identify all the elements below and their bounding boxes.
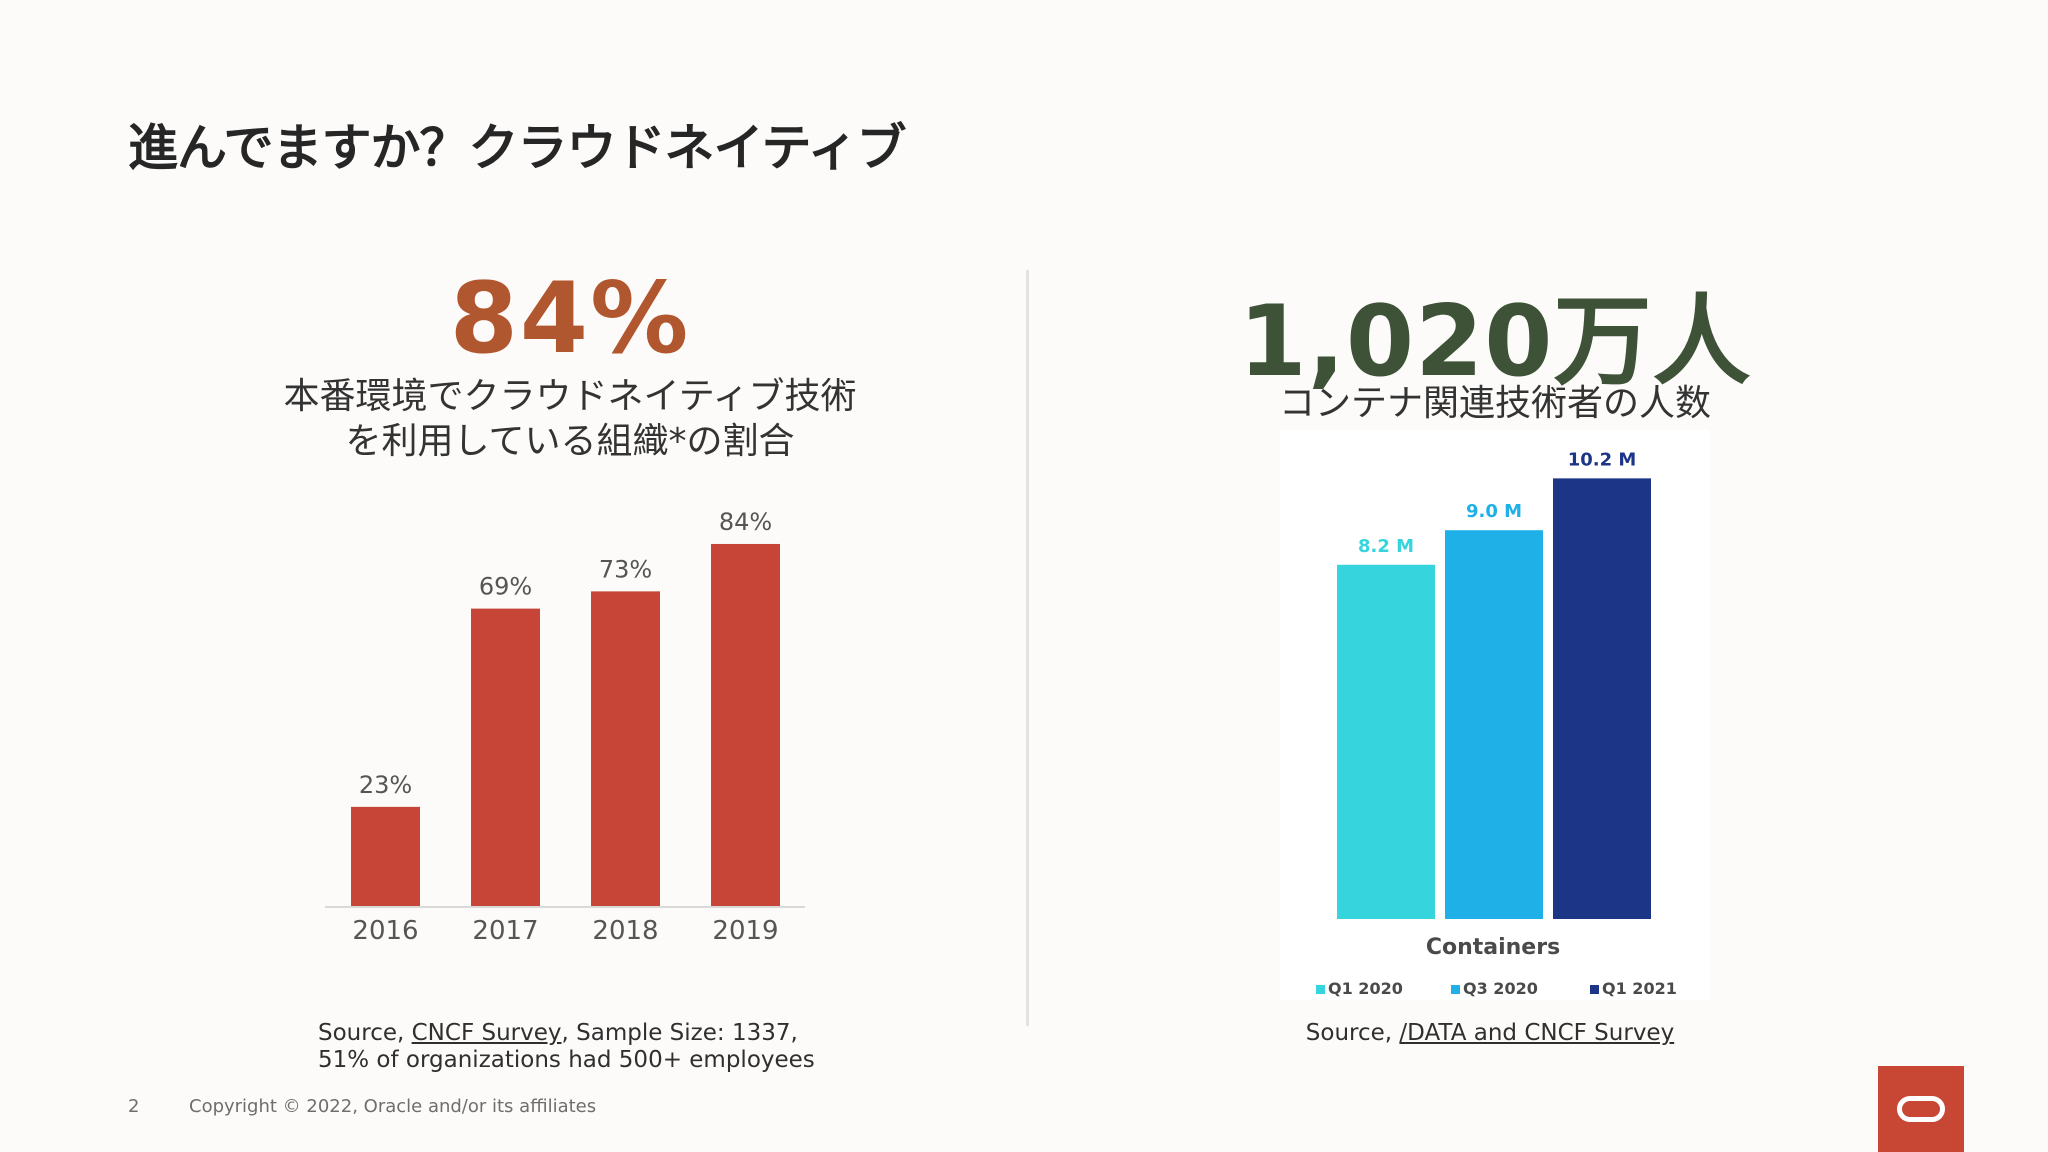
legend-label-Q1-2020: Q1 2020 [1328, 979, 1403, 998]
x-tick-2019: 2019 [712, 916, 778, 946]
legend-swatch-Q1-2020 [1316, 985, 1325, 994]
bar-label-Q1-2021: 10.2 M [1568, 449, 1637, 470]
left-source-note: Source, CNCF Survey, Sample Size: 1337, … [318, 1020, 815, 1074]
left-caption-line2: を利用している組織*の割合 [345, 421, 795, 462]
right-caption: コンテナ関連技術者の人数 [1278, 383, 1711, 424]
bar-Q3-2020 [1445, 530, 1543, 919]
adoption-bar-chart: 23% 2016 69% 2017 73% 2018 84% 2019 [325, 508, 805, 946]
cncf-survey-link[interactable]: CNCF Survey [411, 1020, 562, 1046]
copyright-text: Copyright © 2022, Oracle and/or its affi… [189, 1096, 597, 1117]
right-source-note: Source, /DATA and CNCF Survey [1240, 1020, 1740, 1046]
legend-label-Q1-2021: Q1 2021 [1602, 979, 1677, 998]
legend-label-Q3-2020: Q3 2020 [1463, 979, 1538, 998]
bar-2019 [711, 543, 780, 906]
column-divider [1026, 270, 1029, 1026]
legend-swatch-Q1-2021 [1590, 985, 1599, 994]
bar-label-2019: 84% [719, 508, 772, 536]
x-tick-2017: 2017 [472, 916, 538, 946]
bar-2018 [591, 591, 660, 906]
right-source-prefix: Source, [1305, 1020, 1400, 1046]
oracle-logo [1878, 1066, 1964, 1152]
left-source-line2: 51% of organizations had 500+ employees [318, 1047, 815, 1073]
containers-bar-chart: 8.2 M 9.0 M 10.2 M Containers Q1 2020 Q3 2020… [1280, 430, 1710, 1000]
bar-label-Q1-2020: 8.2 M [1358, 536, 1414, 557]
left-caption: 本番環境でクラウドネイティブ技術 を利用している組織*の割合 [270, 374, 870, 464]
bar-2016 [351, 806, 420, 906]
x-tick-2016: 2016 [352, 916, 418, 946]
oracle-logo-ring-icon [1897, 1096, 1945, 1122]
left-caption-line1: 本番環境でクラウドネイティブ技術 [283, 376, 857, 417]
page-number: 2 [128, 1096, 140, 1117]
left-source-prefix: Source, [318, 1020, 412, 1046]
data-cncf-survey-link[interactable]: /DATA and CNCF Survey [1399, 1020, 1675, 1046]
x-tick-2018: 2018 [592, 916, 658, 946]
left-big-stat: 84% [449, 262, 691, 376]
bar-Q1-2020 [1337, 564, 1435, 919]
bar-2017 [471, 608, 540, 906]
bar-Q1-2021 [1553, 478, 1651, 919]
left-source-suffix: , Sample Size: 1337, [561, 1020, 798, 1046]
right-big-stat: 1,020万人 [1238, 285, 1752, 399]
x-axis-label: Containers [1426, 935, 1560, 960]
bar-label-2017: 69% [479, 573, 532, 601]
bar-label-2016: 23% [359, 771, 412, 799]
page-title: 進んでますか？クラウドネイティブ [128, 119, 906, 177]
bar-label-Q3-2020: 9.0 M [1466, 501, 1522, 522]
legend-swatch-Q3-2020 [1451, 985, 1460, 994]
bar-label-2018: 73% [599, 555, 652, 583]
